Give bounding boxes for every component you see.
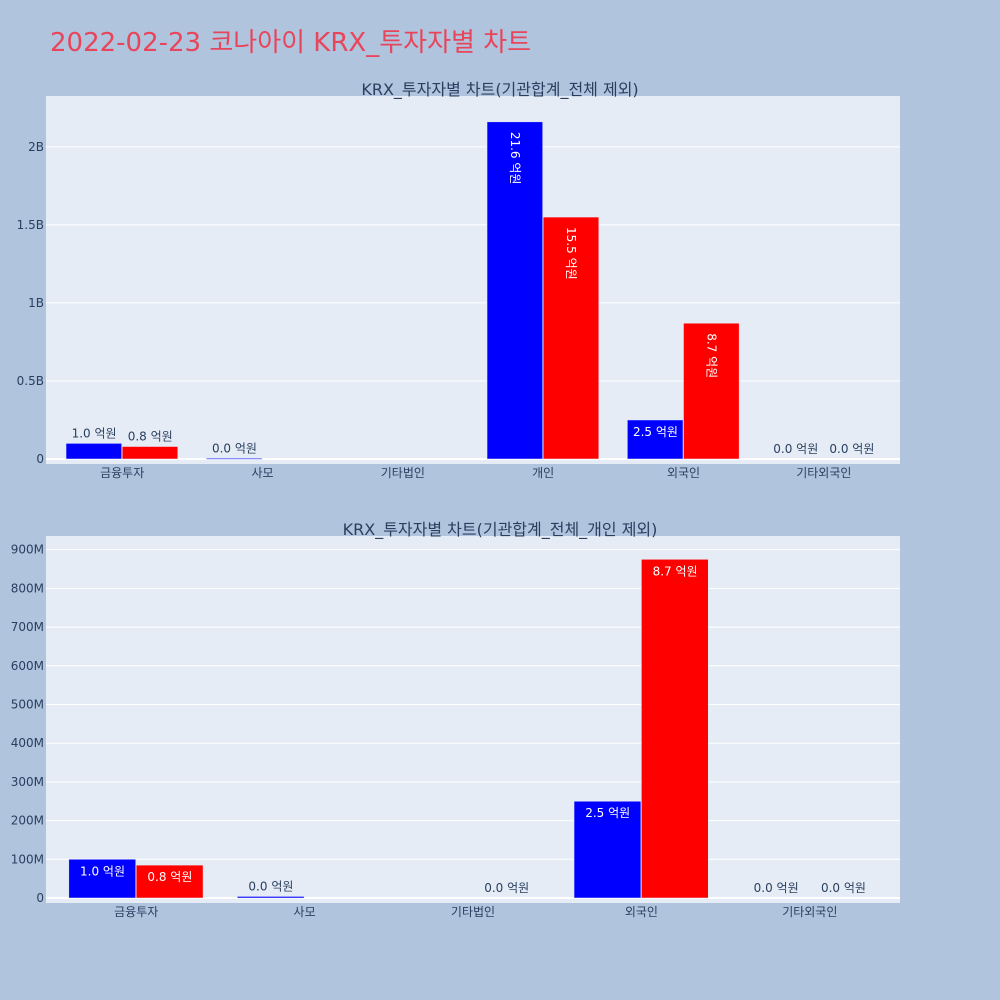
x-tick-label: 개인	[532, 466, 554, 480]
bar	[542, 216, 600, 460]
data-label: 1.0 억원	[80, 864, 125, 878]
data-label: 0.8 억원	[147, 870, 192, 884]
data-label: 0.0 억원	[212, 441, 257, 455]
data-label: 2.5 억원	[585, 806, 630, 820]
y-tick-label: 2B	[28, 140, 44, 154]
x-tick-label: 금융투자	[100, 466, 144, 480]
bar	[486, 121, 543, 460]
bar	[68, 859, 136, 899]
y-tick-label: 100M	[11, 852, 44, 866]
y-tick-label: 900M	[11, 543, 44, 557]
bar	[65, 443, 122, 460]
data-label: 8.7 억원	[705, 333, 719, 378]
y-tick-label: 800M	[11, 581, 44, 595]
bar	[683, 322, 740, 460]
y-tick-label: 0	[36, 891, 44, 905]
y-tick-label: 300M	[11, 775, 44, 789]
data-label: 0.0 억원	[773, 442, 818, 456]
chart-1: KRX_투자자별 차트(기관합계_전체 제외) 0 0.5B 1B 1.5B 2B 금융투자…	[17, 80, 900, 480]
y-tick-label: 500M	[11, 697, 44, 711]
data-label: 8.7 억원	[653, 564, 698, 578]
x-tick-label: 사모	[251, 466, 273, 480]
bar	[236, 896, 305, 899]
bar	[627, 419, 684, 460]
y-tick-label: 0.5B	[17, 374, 44, 388]
data-label: 21.6 억원	[508, 132, 522, 185]
data-label: 0.0 억원	[248, 879, 293, 893]
y-tick-label: 600M	[11, 659, 44, 673]
data-label: 0.0 억원	[754, 881, 799, 895]
plot-background	[46, 96, 900, 464]
plot-background	[46, 536, 900, 903]
bar	[206, 458, 263, 460]
data-label: 2.5 억원	[633, 425, 678, 439]
chart-2: KRX_투자자별 차트(기관합계_전체_개인 제외) 0 100M 200M 300M 4…	[11, 520, 900, 919]
data-label: 0.0 억원	[484, 881, 529, 895]
bar	[121, 446, 179, 460]
x-tick-label: 기타법인	[381, 466, 425, 480]
chart-title: KRX_투자자별 차트(기관합계_전체_개인 제외)	[343, 520, 658, 540]
y-tick-label: 700M	[11, 620, 44, 634]
x-tick-label: 기타법인	[451, 905, 495, 919]
chart-title: KRX_투자자별 차트(기관합계_전체 제외)	[361, 80, 638, 100]
page-title: 2022-02-23 코나아이 KRX_투자자별 차트	[50, 28, 532, 58]
y-tick-label: 0	[36, 452, 44, 466]
data-label: 1.0 억원	[72, 426, 117, 440]
y-tick-label: 1B	[28, 296, 44, 310]
y-tick-label: 200M	[11, 814, 44, 828]
x-tick-label: 기타외국인	[796, 466, 851, 480]
data-label: 0.8 억원	[128, 430, 173, 444]
x-tick-label: 외국인	[625, 905, 658, 919]
bar	[135, 864, 204, 899]
data-label: 0.0 억원	[829, 442, 874, 456]
bar	[641, 559, 709, 899]
x-tick-label: 금융투자	[114, 905, 158, 919]
y-tick-label: 1.5B	[17, 218, 44, 232]
y-tick-label: 400M	[11, 736, 44, 750]
data-label: 15.5 억원	[564, 227, 578, 280]
data-label: 0.0 억원	[821, 881, 866, 895]
x-tick-label: 기타외국인	[782, 905, 837, 919]
x-tick-label: 외국인	[667, 466, 700, 480]
bar	[573, 800, 642, 899]
x-tick-label: 사모	[294, 905, 316, 919]
